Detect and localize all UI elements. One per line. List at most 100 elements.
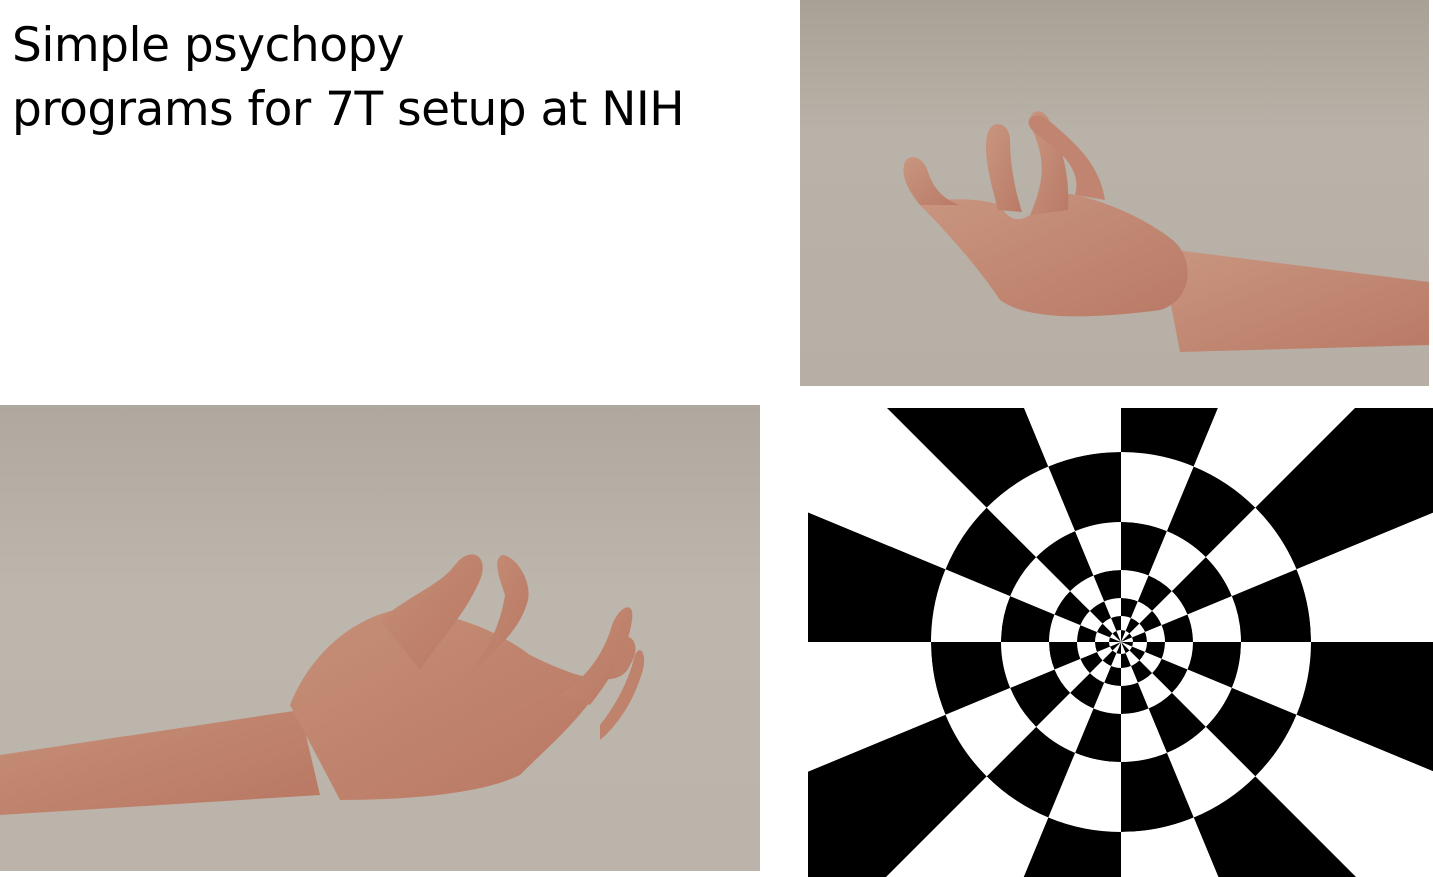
checker-segment xyxy=(1121,570,1149,602)
checker-segment xyxy=(1121,408,1218,467)
checker-segment xyxy=(1166,726,1256,818)
checker-segment xyxy=(1121,522,1167,576)
checker-segment xyxy=(1096,646,1113,661)
checker-segment xyxy=(1049,614,1081,642)
checker-segment xyxy=(1036,692,1094,753)
checker-segment xyxy=(887,408,1049,508)
checker-segment xyxy=(1111,653,1121,668)
checker-segment xyxy=(1116,630,1121,642)
checker-segment xyxy=(1231,569,1311,642)
checker-segment xyxy=(1145,625,1165,642)
checker-segment xyxy=(1121,642,1133,647)
checker-segment xyxy=(1093,570,1121,602)
checker-segment xyxy=(808,512,946,642)
checker-segment xyxy=(1121,642,1126,654)
checker-segment xyxy=(1070,575,1105,611)
page-title: Simple psychopy programs for 7T setup at… xyxy=(12,14,772,142)
checker-segment xyxy=(1130,601,1153,624)
checker-segment xyxy=(1129,623,1146,638)
hand-photo-bottom-left xyxy=(0,405,760,871)
checker-segment xyxy=(1102,617,1117,634)
checker-segment xyxy=(1109,637,1121,642)
checker-segment xyxy=(1111,616,1121,631)
checker-segment xyxy=(1089,660,1112,683)
checker-segment xyxy=(808,714,987,877)
checker-segment xyxy=(1132,642,1147,652)
checker-segment xyxy=(1112,642,1121,654)
checker-segment xyxy=(1109,642,1121,647)
checker-segment xyxy=(1139,651,1162,674)
checker-segment xyxy=(1095,642,1110,652)
checker-segment xyxy=(1104,598,1121,618)
checker-segment xyxy=(1096,623,1113,638)
checker-segment xyxy=(1048,452,1121,532)
checker-segment xyxy=(1121,653,1131,668)
checker-segment xyxy=(1296,642,1433,772)
checker-segment xyxy=(986,466,1076,558)
checker-segment xyxy=(1121,637,1133,642)
checker-segment xyxy=(1171,669,1232,727)
checker-segment xyxy=(1109,633,1121,642)
checker-segment xyxy=(1152,591,1188,626)
checker-segment xyxy=(1121,630,1130,642)
checker-segment xyxy=(945,507,1037,597)
hand-photo-top-right xyxy=(800,0,1429,386)
checker-segment xyxy=(1010,669,1071,727)
checker-segment xyxy=(1231,642,1311,715)
checker-segment xyxy=(1296,512,1433,642)
checker-segment xyxy=(1121,817,1219,877)
checker-segment xyxy=(808,642,946,772)
checker-segment xyxy=(1193,408,1356,508)
title-line-2: programs for 7T setup at NIH xyxy=(12,82,685,137)
checker-segment xyxy=(1187,642,1241,688)
checker-segment xyxy=(1132,632,1147,642)
checker-segment xyxy=(1104,666,1121,686)
checker-segment xyxy=(1129,646,1146,661)
checker-segment xyxy=(1121,666,1138,686)
checker-segment xyxy=(1130,660,1153,683)
checker-segment xyxy=(1036,531,1094,592)
checker-segment xyxy=(1125,617,1140,634)
checker-segment xyxy=(1152,658,1188,693)
checker-segment xyxy=(1193,776,1356,877)
checker-segment xyxy=(1148,692,1206,753)
checker-segment xyxy=(1075,522,1121,576)
checker-segment xyxy=(1054,658,1090,693)
checker-segment xyxy=(1102,650,1117,667)
checker-segment xyxy=(1023,817,1121,877)
checker-segment xyxy=(1080,651,1103,674)
checker-segment xyxy=(1095,632,1110,642)
checker-segment xyxy=(1255,408,1433,570)
checker-segment xyxy=(1125,650,1140,667)
checker-segment xyxy=(1121,630,1126,642)
checker-segment xyxy=(1077,625,1097,642)
checker-segment xyxy=(931,642,1011,715)
checker-segment xyxy=(1001,596,1055,642)
checker-segment xyxy=(1205,507,1297,597)
checker-segment xyxy=(1112,630,1121,642)
checker-segment xyxy=(886,776,1049,877)
checker-segment xyxy=(1121,642,1133,651)
checker-segment xyxy=(1171,557,1232,615)
checker-segment xyxy=(986,726,1076,818)
title-line-1: Simple psychopy xyxy=(12,18,405,73)
checker-segment xyxy=(1121,633,1133,642)
checker-segment xyxy=(808,408,987,570)
checker-segment xyxy=(1024,408,1121,467)
checker-segment xyxy=(1049,642,1081,670)
checker-segment xyxy=(1077,642,1097,659)
checker-segment xyxy=(1010,557,1071,615)
checker-segment xyxy=(1205,687,1297,777)
checker-segment xyxy=(1145,642,1165,659)
checker-segment xyxy=(945,687,1037,777)
checker-segment xyxy=(1080,610,1103,633)
hand-illustration xyxy=(903,111,1429,352)
checker-segment xyxy=(931,569,1011,642)
checker-segment xyxy=(1161,614,1193,642)
checker-segment xyxy=(1121,642,1130,654)
checker-segment xyxy=(1255,714,1433,877)
checker-segment xyxy=(1139,610,1162,633)
checker-segment xyxy=(1089,601,1112,624)
checker-segment xyxy=(1048,752,1121,832)
checker-segment xyxy=(1054,591,1090,626)
